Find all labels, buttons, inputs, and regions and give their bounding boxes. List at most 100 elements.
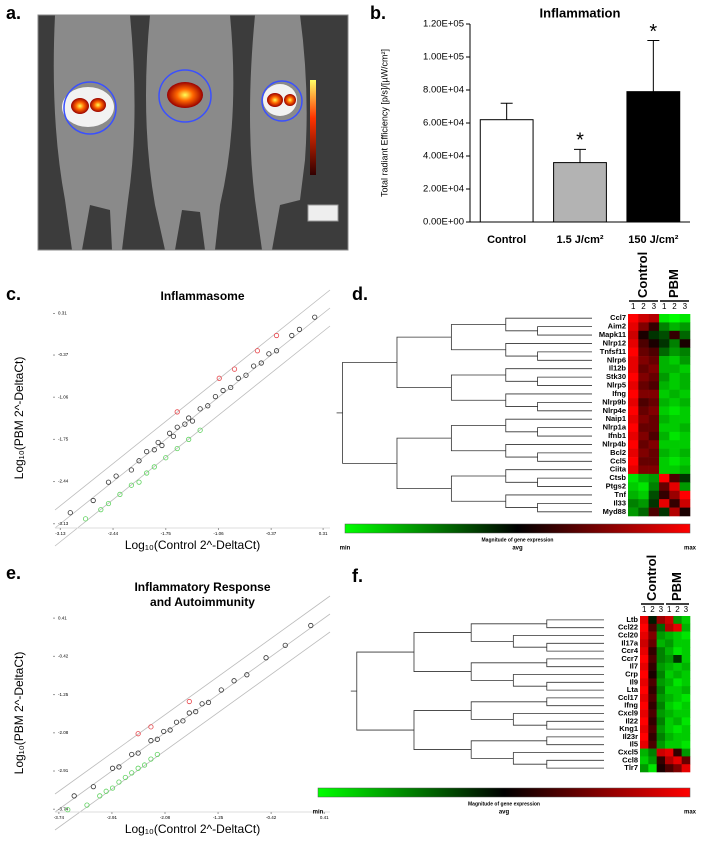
heatmap-cell [648, 415, 660, 424]
dendrogram [546, 736, 604, 746]
point [122, 774, 128, 781]
heatmap-cell [679, 423, 691, 433]
dendrogram [505, 444, 592, 458]
heatmap-cell [673, 639, 682, 648]
point [116, 779, 122, 785]
x-tick-label: 0.41 [320, 815, 329, 820]
heatmap-cell [628, 423, 639, 433]
heatmap-cell [638, 473, 649, 483]
heatmap-cell [628, 482, 639, 492]
point [151, 464, 157, 470]
dendrogram [470, 662, 547, 681]
point [244, 672, 250, 678]
row-label: Ccl22 [618, 623, 638, 632]
heatmap-cell [681, 686, 691, 695]
heatmap-cell [673, 764, 682, 773]
heatmap-cell [669, 457, 680, 466]
heatmap-cell [659, 490, 670, 500]
heatmap-cell [648, 465, 660, 475]
group-label: PBM [666, 269, 681, 298]
heatmap-cell [628, 406, 639, 416]
heatmap-cell [669, 499, 680, 508]
row-label: Ctsb [609, 473, 626, 482]
point [266, 351, 272, 357]
dendrogram [356, 651, 414, 731]
heatmap-cell [659, 389, 670, 399]
heatmap-cell [665, 631, 674, 640]
heatmap-cell [681, 631, 691, 640]
dendrogram [396, 437, 452, 490]
point [109, 785, 116, 791]
heatmap-cell [628, 473, 639, 483]
x-tick-label: 0.31 [319, 531, 328, 536]
point [71, 793, 77, 799]
heatmap-cell [659, 339, 670, 348]
y-tick-label: 2.00E+04 [423, 184, 464, 195]
heatmap-cell [679, 406, 691, 416]
mouse-image [37, 14, 349, 251]
heatmap-cell [648, 490, 660, 500]
heatmap-cell [640, 670, 649, 679]
heatmap-cell [673, 717, 682, 726]
heatmap-cell [628, 322, 639, 332]
point [174, 409, 180, 415]
heatmap-cell [648, 347, 660, 357]
heatmap-cell [656, 662, 666, 671]
heatmap-cell [648, 662, 657, 671]
point [282, 642, 288, 648]
chart-title: Inflammasome [160, 289, 244, 303]
heatmap-cell [659, 406, 670, 416]
row-label: Il12b [609, 364, 627, 373]
y-tick-label: -3.74 [58, 806, 69, 811]
heatmap-cell [648, 647, 657, 656]
heatmap-cell [665, 756, 674, 765]
point [117, 491, 123, 497]
x-tick-label: Control [487, 234, 526, 246]
heatmap-cell [679, 490, 691, 500]
heatmap-cell [681, 701, 691, 710]
column-label: 3 [683, 302, 688, 311]
heatmap-cell [659, 499, 670, 508]
heatmap-cell [648, 740, 657, 749]
group-label: Control [644, 555, 659, 601]
point [90, 784, 96, 790]
heatmap-cell [669, 314, 680, 323]
point [212, 394, 219, 400]
dendrogram [512, 635, 604, 648]
heatmap-cell [648, 381, 660, 391]
point [98, 507, 104, 513]
heatmap-cell [638, 322, 649, 332]
heatmap-cell [638, 330, 649, 340]
heatmap-cell [638, 406, 649, 416]
point [189, 418, 196, 424]
y-tick-label: 0.31 [58, 311, 67, 316]
heatmap-cell [648, 623, 657, 632]
x-tick-label: -1.25 [213, 815, 224, 820]
heatmap-cell [659, 507, 670, 517]
heatmap-cell [648, 748, 657, 757]
heatmap-cell [640, 662, 649, 671]
point [135, 731, 141, 737]
heatmap-cell [640, 764, 649, 773]
heatmap-cell [638, 398, 649, 407]
row-label: Lta [627, 685, 639, 694]
heatmap-cell [679, 347, 691, 357]
row-label: Ccl17 [618, 693, 638, 702]
row-label: Nlrp4e [603, 406, 626, 415]
heatmap-cell [640, 631, 649, 640]
heatmap-cell [656, 756, 666, 765]
column-label: 2 [641, 302, 646, 311]
heatmap-cell [648, 431, 660, 441]
row-label: Ltb [626, 615, 638, 624]
point [243, 372, 249, 378]
heatmap-cell [640, 701, 649, 710]
y-tick-label: -1.75 [58, 437, 69, 442]
error-bar [500, 102, 513, 120]
heatmap-cell [669, 440, 680, 449]
column-label: 1 [662, 302, 667, 311]
heatmap-cell [659, 364, 670, 374]
group-label: Control [635, 252, 650, 298]
y-tick-label: -0.37 [58, 352, 69, 357]
row-label: Ptgs2 [606, 482, 626, 491]
heatmap-cell [648, 670, 657, 679]
